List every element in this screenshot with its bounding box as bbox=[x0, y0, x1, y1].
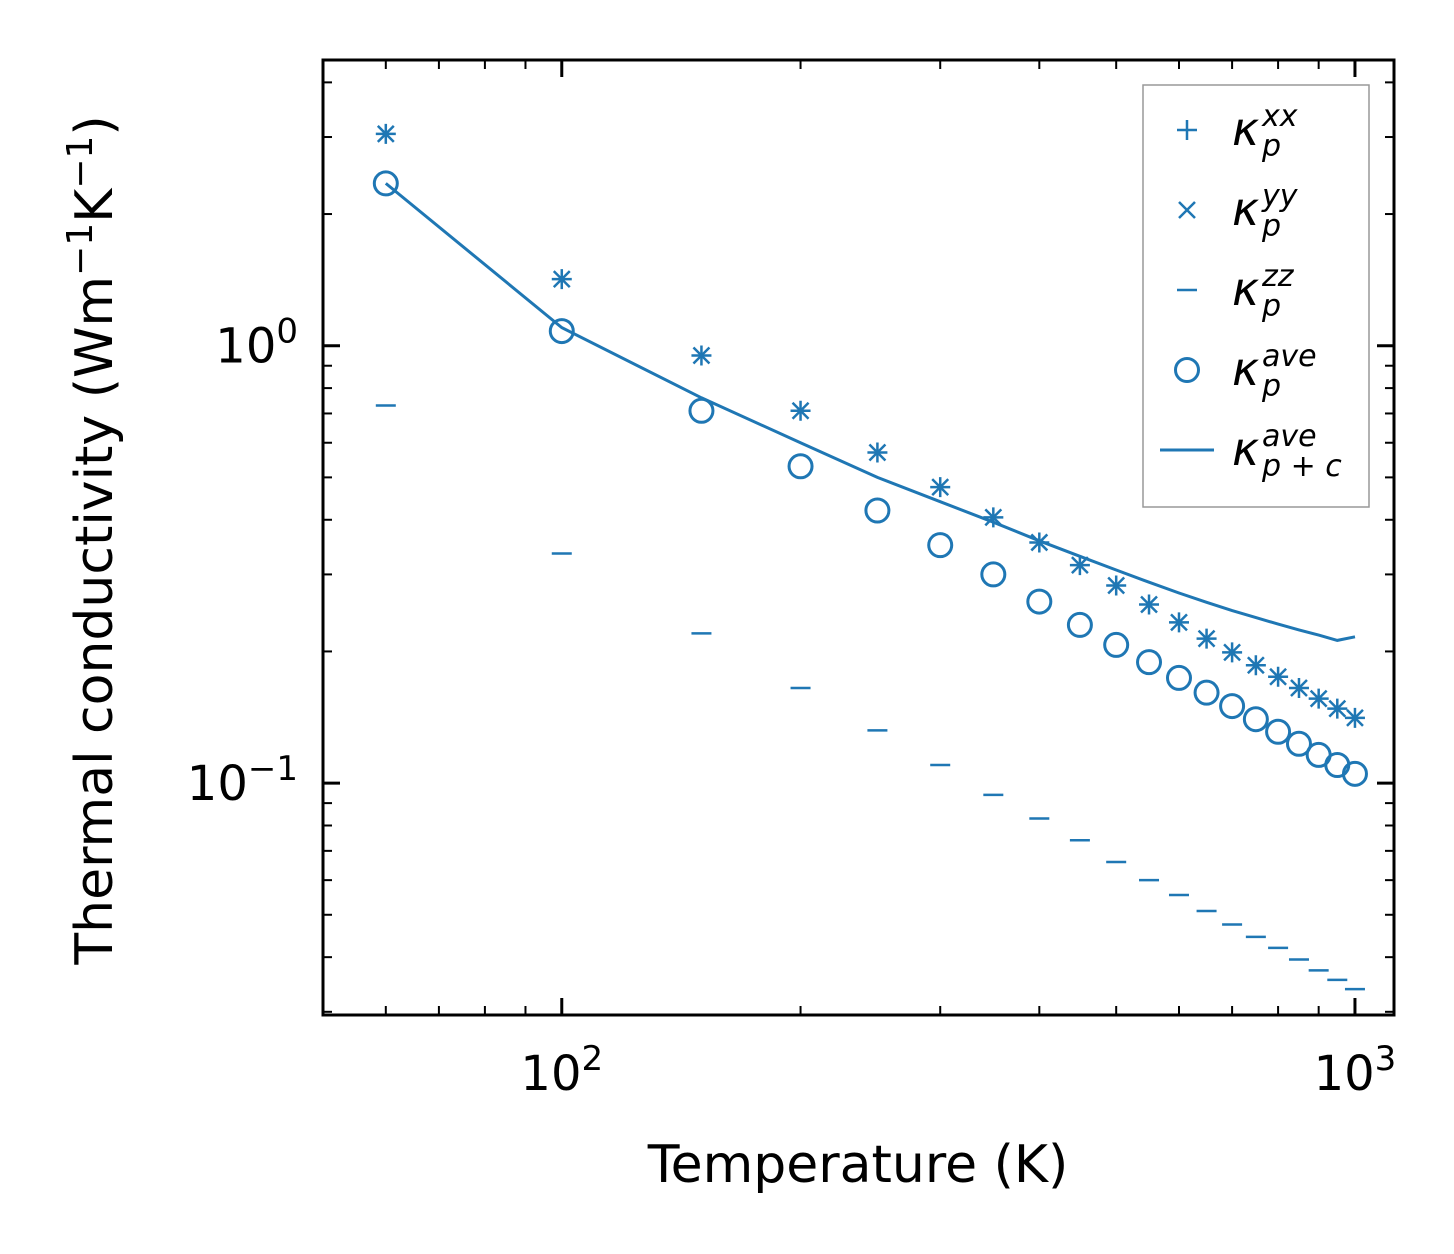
legend-entry-kpc: κave p + c bbox=[1160, 419, 1342, 484]
point-kyy bbox=[1269, 667, 1287, 686]
legend-label-kxx: κxx p bbox=[1232, 99, 1298, 164]
point-kave bbox=[1285, 730, 1312, 757]
point-kave bbox=[372, 170, 399, 197]
y-label-unit: K bbox=[65, 187, 125, 223]
point-kyy bbox=[1246, 656, 1265, 675]
legend-label-kpc: κave p + c bbox=[1232, 419, 1342, 484]
y-axis-label: Thermal conductivity (Wm−1K−1) bbox=[60, 115, 126, 965]
point-kyy bbox=[791, 401, 810, 420]
y-label-close: ) bbox=[65, 115, 125, 135]
y-label-base: Thermal conductivity (Wm bbox=[65, 276, 125, 966]
plot-area bbox=[372, 123, 1368, 991]
x-tick-label: 103 bbox=[1314, 1039, 1397, 1102]
point-kave bbox=[548, 318, 575, 345]
point-kyy bbox=[1197, 629, 1216, 648]
point-kave bbox=[1341, 760, 1368, 787]
legend: κxx p κyy p κzz p κave p κave p + c bbox=[1142, 84, 1370, 508]
point-kyy bbox=[1309, 689, 1328, 708]
line-kpc bbox=[384, 182, 1356, 642]
point-kyy bbox=[984, 508, 1003, 527]
legend-entry-kzz: κzz p bbox=[1177, 259, 1295, 324]
x-axis-label: Temperature (K) bbox=[647, 1135, 1069, 1195]
point-kave bbox=[787, 453, 814, 480]
y-label-exp-2: −1 bbox=[60, 136, 101, 189]
legend-label-kave: κave p bbox=[1232, 339, 1317, 404]
series-kyy bbox=[376, 124, 1364, 727]
legend-entry-kyy: κyy p bbox=[1178, 179, 1299, 244]
legend-box bbox=[1142, 84, 1370, 508]
point-kave bbox=[1066, 611, 1093, 638]
axes-frame bbox=[321, 58, 1396, 1017]
point-kave bbox=[1265, 718, 1292, 745]
legend-entry-kxx: κxx p bbox=[1177, 99, 1298, 164]
x-tick-label: 102 bbox=[520, 1039, 603, 1102]
legend-swatch-kyy bbox=[1178, 201, 1196, 219]
legend-label-kyy: κyy p bbox=[1232, 179, 1299, 244]
legend-label-kzz: κzz p bbox=[1232, 259, 1295, 324]
point-kave bbox=[1103, 631, 1130, 658]
point-kave bbox=[1219, 693, 1246, 720]
point-kyy bbox=[1107, 576, 1126, 595]
point-kave bbox=[1165, 664, 1192, 691]
point-kyy bbox=[552, 270, 571, 288]
point-kave bbox=[864, 497, 891, 524]
point-kave bbox=[980, 561, 1007, 588]
point-kave bbox=[1026, 588, 1053, 615]
point-kyy bbox=[1223, 643, 1241, 662]
y-label-exp-1: −1 bbox=[60, 223, 101, 276]
series-kave bbox=[372, 170, 1368, 787]
legend-swatch-kxx bbox=[1177, 120, 1197, 140]
point-kave bbox=[1242, 706, 1269, 733]
point-kyy bbox=[931, 478, 950, 497]
point-kyy bbox=[692, 346, 711, 365]
point-kyy bbox=[1140, 595, 1158, 614]
legend-entry-kave: κave p bbox=[1174, 339, 1317, 404]
axis-tick-labels: 102 103 10−1 100 bbox=[187, 312, 1397, 1102]
series-kzz bbox=[375, 404, 1365, 991]
series-kpc bbox=[384, 182, 1356, 642]
point-kyy bbox=[1290, 679, 1308, 697]
point-kyy bbox=[1346, 708, 1364, 727]
point-kave bbox=[927, 532, 954, 559]
y-tick-label: 100 bbox=[215, 312, 298, 375]
legend-swatch-kave bbox=[1174, 357, 1200, 383]
point-kave bbox=[1193, 679, 1220, 706]
point-kyy bbox=[376, 124, 395, 143]
y-tick-label: 10−1 bbox=[187, 749, 298, 812]
point-kyy bbox=[868, 443, 887, 462]
point-kyy bbox=[1170, 613, 1188, 632]
point-kyy bbox=[1328, 699, 1347, 718]
point-kave bbox=[1136, 649, 1163, 676]
